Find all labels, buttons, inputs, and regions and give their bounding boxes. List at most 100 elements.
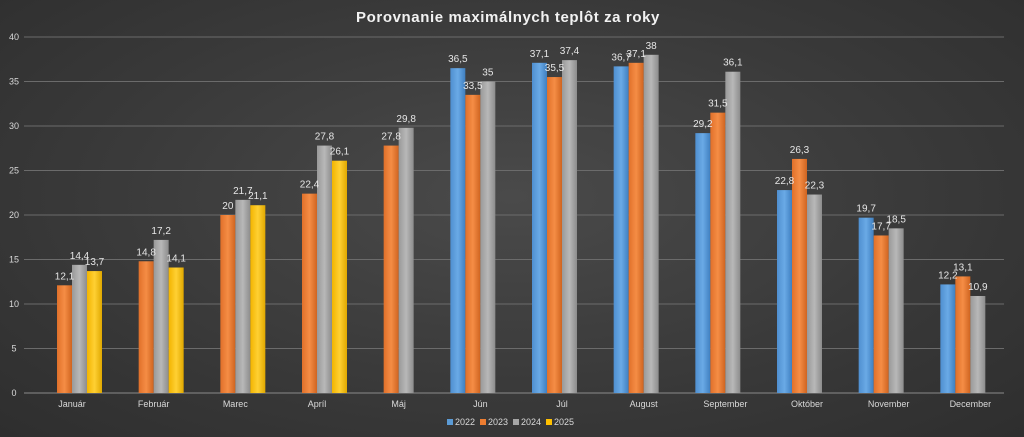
bar-2024 — [562, 60, 577, 393]
data-label: 17,2 — [151, 226, 171, 237]
bar-2024 — [153, 239, 169, 393]
data-label: 35 — [482, 68, 494, 79]
bar-2023 — [465, 94, 481, 393]
bar-2025 — [87, 271, 102, 393]
y-tick-label: 10 — [9, 299, 19, 309]
data-label: 29,8 — [396, 114, 416, 125]
x-category-label: Máj — [391, 399, 406, 409]
data-label: 12,2 — [938, 270, 958, 281]
data-label: 14,1 — [166, 254, 186, 265]
data-label: 27,8 — [381, 132, 401, 143]
legend-label: 2023 — [488, 417, 508, 427]
y-tick-label: 35 — [9, 77, 19, 87]
data-label: 21,7 — [233, 186, 253, 197]
bar-2024 — [970, 295, 986, 393]
y-tick-label: 5 — [11, 344, 16, 354]
legend-swatch-2023 — [480, 419, 486, 425]
bar-2023 — [955, 276, 971, 393]
bar-2025 — [332, 160, 347, 393]
bar-2023 — [792, 158, 807, 393]
data-label: 38 — [646, 41, 658, 52]
legend-label: 2022 — [455, 417, 475, 427]
bar-2024 — [317, 145, 332, 393]
data-label: 22,3 — [805, 181, 825, 192]
x-category-label: August — [630, 399, 659, 409]
bar-2024 — [398, 127, 414, 393]
legend-label: 2024 — [521, 417, 541, 427]
bar-2022 — [613, 66, 629, 394]
bar-2025 — [250, 205, 266, 393]
bars — [57, 54, 986, 394]
x-axis-categories: Január Február Marec Apríl Máj Jún Júl August Se… — [58, 399, 991, 409]
data-label: 35,5 — [545, 63, 565, 74]
x-category-label: Marec — [223, 399, 249, 409]
data-label: 37,4 — [560, 46, 580, 57]
y-axis-ticks: 0 5 10 15 20 25 30 35 40 — [9, 32, 19, 398]
data-label: 26,3 — [790, 145, 810, 156]
bar-2024 — [72, 264, 87, 393]
gridlines — [24, 36, 1004, 394]
legend-swatch-2024 — [513, 419, 519, 425]
data-label: 33,5 — [463, 81, 483, 92]
data-label: 31,5 — [708, 99, 728, 110]
bar-2023 — [220, 215, 236, 393]
data-label: 14,8 — [136, 247, 156, 258]
y-tick-label: 0 — [11, 388, 16, 398]
bar-2022 — [450, 68, 466, 394]
y-tick-label: 25 — [9, 166, 19, 176]
legend-swatch-2025 — [546, 419, 552, 425]
x-category-label: Júl — [556, 399, 568, 409]
x-category-label: Január — [58, 399, 86, 409]
bar-2024 — [643, 54, 659, 394]
bar-2022 — [777, 190, 792, 393]
data-label: 27,8 — [315, 132, 335, 143]
x-category-label: Október — [791, 399, 823, 409]
data-label: 17,7 — [871, 221, 891, 232]
bar-2023 — [383, 145, 399, 393]
bar-2023 — [57, 285, 72, 393]
data-label: 36,5 — [448, 54, 468, 65]
data-label: 29,2 — [693, 119, 713, 130]
bar-2024 — [480, 81, 496, 393]
bar-2022 — [532, 62, 547, 394]
data-label: 22,4 — [300, 180, 320, 191]
bar-2024 — [888, 228, 904, 393]
bar-2022 — [940, 284, 956, 393]
legend-label: 2025 — [554, 417, 574, 427]
data-label: 37,1 — [530, 49, 550, 60]
x-category-label: December — [950, 399, 992, 409]
data-label: 10,9 — [968, 282, 988, 293]
y-tick-label: 40 — [9, 32, 19, 42]
data-label: 14,4 — [70, 251, 90, 262]
data-label: 18,5 — [886, 214, 906, 225]
legend-swatch-2022 — [447, 419, 453, 425]
bar-2025 — [168, 267, 184, 393]
y-tick-label: 15 — [9, 255, 19, 265]
y-tick-label: 20 — [9, 210, 19, 220]
bar-2023 — [710, 112, 726, 394]
legend: 2022 2023 2024 2025 — [447, 417, 574, 427]
bar-2023 — [873, 235, 889, 393]
data-label: 20 — [222, 201, 234, 212]
bar-2024 — [725, 71, 741, 394]
y-tick-label: 30 — [9, 121, 19, 131]
x-category-label: September — [703, 399, 747, 409]
data-label: 19,7 — [856, 204, 876, 215]
data-label: 22,8 — [775, 176, 795, 187]
bar-2022 — [858, 217, 874, 393]
data-label: 21,1 — [248, 191, 268, 202]
data-label: 36,7 — [611, 52, 631, 63]
data-label: 26,1 — [330, 147, 350, 158]
bar-2024 — [235, 199, 251, 393]
data-labels: 12,1 14,413,7 14,8 17,2 14,1 20 21,721,1 22,4 27… — [55, 41, 988, 293]
bar-2023 — [628, 62, 644, 394]
x-category-label: Jún — [473, 399, 488, 409]
bar-2023 — [302, 193, 317, 393]
x-category-label: Február — [138, 399, 170, 409]
x-category-label: November — [868, 399, 910, 409]
x-category-label: Apríl — [308, 399, 327, 409]
bar-2023 — [547, 77, 562, 394]
data-label: 36,1 — [723, 58, 743, 69]
